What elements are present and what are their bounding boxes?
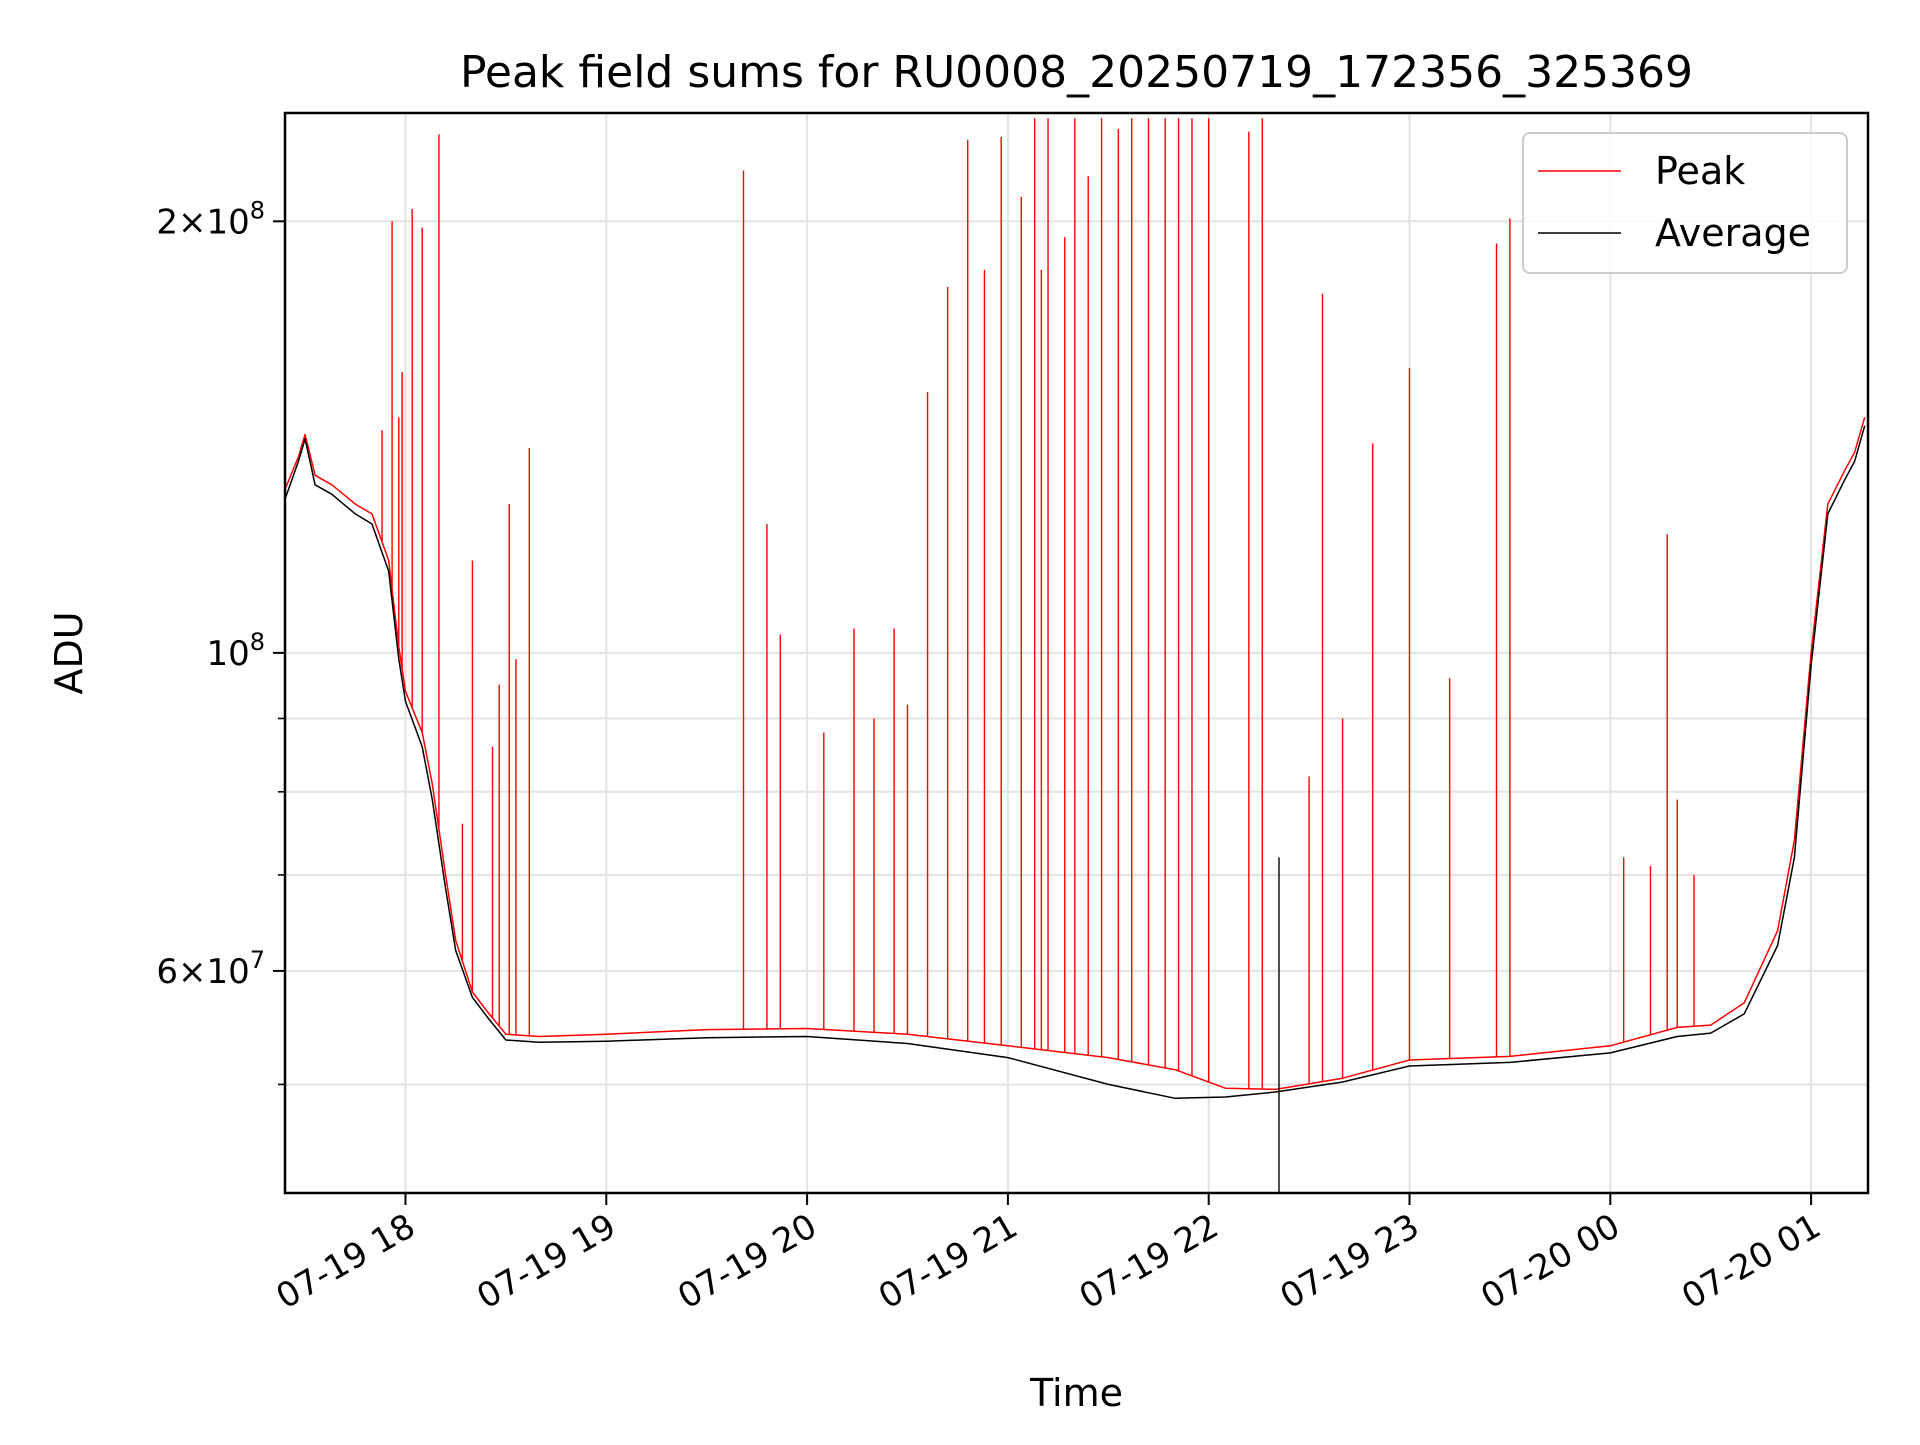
- y-tick-label: 108: [206, 628, 265, 674]
- legend-label-peak: Peak: [1655, 149, 1745, 193]
- series-line-average: [285, 425, 1866, 1100]
- legend: Peak Average: [1522, 132, 1848, 274]
- y-tick-label: 2×108: [156, 196, 265, 242]
- series-layer: [285, 118, 1866, 1193]
- legend-box: [1522, 132, 1848, 274]
- chart-title: Peak field sums for RU0008_20250719_1723…: [460, 47, 1693, 98]
- y-axis-label: ADU: [47, 611, 91, 694]
- y-tick-label: 6×107: [156, 946, 265, 992]
- legend-label-average: Average: [1655, 211, 1811, 255]
- x-axis-label: Time: [1029, 1371, 1123, 1415]
- series-line-peak: [285, 417, 1866, 1091]
